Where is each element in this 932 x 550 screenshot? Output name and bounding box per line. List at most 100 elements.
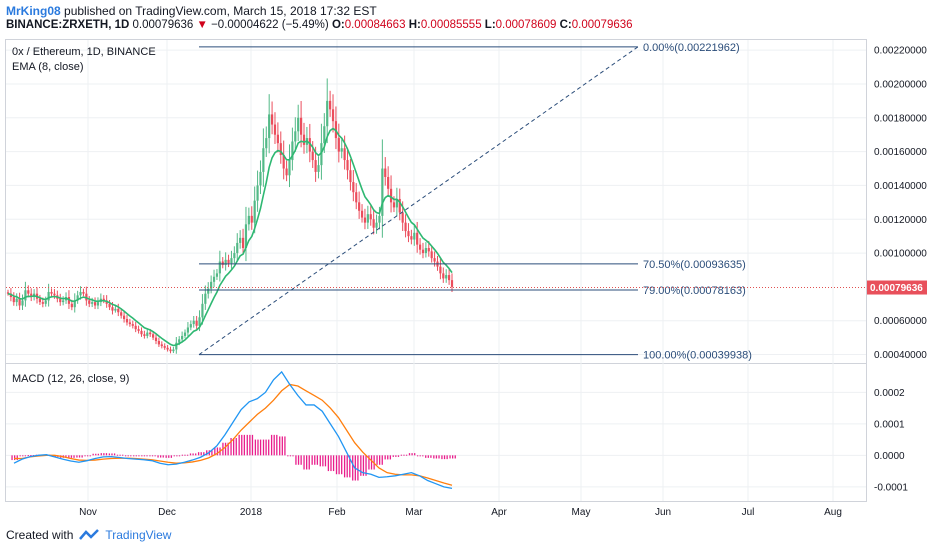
histogram-bar: [170, 455, 173, 458]
last-price: 0.00079636: [132, 19, 194, 31]
y-tick-label: 0.00100000: [874, 249, 927, 260]
price-badge: [867, 280, 927, 295]
histogram-bar: [292, 455, 294, 457]
down-arrow-icon: ▼: [196, 19, 208, 31]
histogram-bar: [446, 455, 448, 460]
histogram-bar: [230, 438, 232, 456]
histogram-bar: [403, 454, 405, 456]
candle-body: [163, 346, 166, 348]
ema-legend: EMA (8, close): [12, 61, 84, 73]
fib-level-label: 70.50%(0.00093635): [643, 259, 746, 271]
candle-body: [369, 214, 372, 220]
candle-body: [9, 293, 13, 298]
histogram-bar: [332, 455, 335, 472]
candle-body: [157, 341, 161, 345]
histogram-bar: [360, 455, 362, 476]
candle-body: [442, 273, 445, 279]
histogram-bar: [216, 447, 219, 456]
candle-body: [6, 292, 10, 294]
candle-body: [160, 344, 163, 347]
histogram-bar: [65, 455, 67, 458]
candle-body: [250, 215, 253, 223]
grid: [6, 40, 866, 501]
candle-body: [404, 222, 407, 232]
histogram-bar: [416, 455, 419, 457]
candle-body: [337, 138, 340, 152]
candle-body: [178, 339, 181, 343]
candle-body: [137, 329, 140, 331]
x-tick-label: Nov: [79, 507, 97, 518]
histogram-bar: [284, 436, 286, 456]
candle-body: [30, 293, 33, 298]
histogram-bar: [192, 453, 194, 456]
histogram-bar: [149, 455, 151, 457]
candle-body: [134, 325, 137, 330]
histogram-bar: [411, 453, 413, 456]
histogram-bar: [143, 455, 146, 457]
candle-body: [241, 237, 245, 249]
histogram-bar: [352, 455, 354, 481]
candle-body: [299, 117, 303, 135]
histogram-bar: [119, 454, 121, 456]
candle-body: [358, 202, 361, 211]
low-value: 0.00078609: [495, 19, 557, 31]
histogram-bar: [400, 454, 403, 456]
histogram-bar: [68, 455, 70, 458]
author-name[interactable]: MrKing08: [6, 4, 61, 18]
candle-body: [244, 224, 248, 249]
candle-body: [421, 249, 425, 254]
histogram-bar: [178, 455, 181, 457]
tradingview-brand[interactable]: TradingView: [105, 528, 172, 542]
histogram-bar: [127, 455, 129, 457]
histogram-bar: [24, 455, 27, 457]
candle-body: [212, 276, 216, 282]
candle-body: [21, 300, 24, 306]
x-tick-label: Jul: [742, 507, 755, 518]
histogram-bar: [384, 455, 386, 460]
histogram-bar: [435, 455, 438, 459]
candle-body: [346, 160, 349, 171]
axes: Nov Dec 2018 Feb Mar Apr May Jun Jul Aug 0.0022000…: [79, 46, 927, 518]
candle-body: [265, 138, 268, 149]
histogram-bar: [151, 455, 154, 457]
histogram-bar: [441, 455, 443, 460]
histogram-bar: [214, 447, 216, 456]
y-tick-label: 0.00220000: [874, 46, 927, 57]
quote-header: BINANCE:ZRXETH, 1D 0.00079636 ▼ −0.00004…: [6, 19, 633, 31]
candle-body: [12, 297, 15, 303]
candle-body: [297, 117, 300, 132]
candle-body: [372, 219, 375, 228]
candle-body: [378, 215, 381, 223]
candle-body: [41, 302, 44, 304]
histogram-bar: [330, 455, 332, 472]
macd-tick-label: 0.0002: [874, 388, 905, 399]
candle-body: [204, 293, 207, 304]
candle-body: [149, 332, 152, 335]
histogram-bar: [454, 455, 456, 459]
histogram-bar: [16, 455, 18, 461]
histogram-bar: [241, 434, 243, 456]
candle-body: [111, 307, 114, 311]
candle-body: [433, 258, 436, 262]
candle-body: [259, 171, 262, 186]
candle-body: [122, 315, 126, 320]
histogram-bar: [203, 452, 205, 456]
candle-body: [24, 290, 27, 301]
candle-body: [169, 349, 172, 352]
candle-body: [108, 303, 111, 308]
candle-body: [195, 320, 198, 326]
x-tick-label: Feb: [328, 507, 346, 518]
histogram-bar: [181, 454, 184, 456]
histogram-bar: [138, 455, 140, 457]
histogram-bar: [349, 455, 351, 478]
close-label: C:: [559, 19, 572, 31]
histogram-bar: [405, 454, 408, 456]
candle-body: [282, 154, 285, 169]
candle-body: [445, 275, 448, 279]
candle-body: [326, 100, 329, 127]
candle-body: [285, 168, 288, 176]
histogram-bar: [165, 455, 167, 458]
candle-body: [410, 236, 413, 240]
x-tick-label: Dec: [158, 507, 176, 518]
